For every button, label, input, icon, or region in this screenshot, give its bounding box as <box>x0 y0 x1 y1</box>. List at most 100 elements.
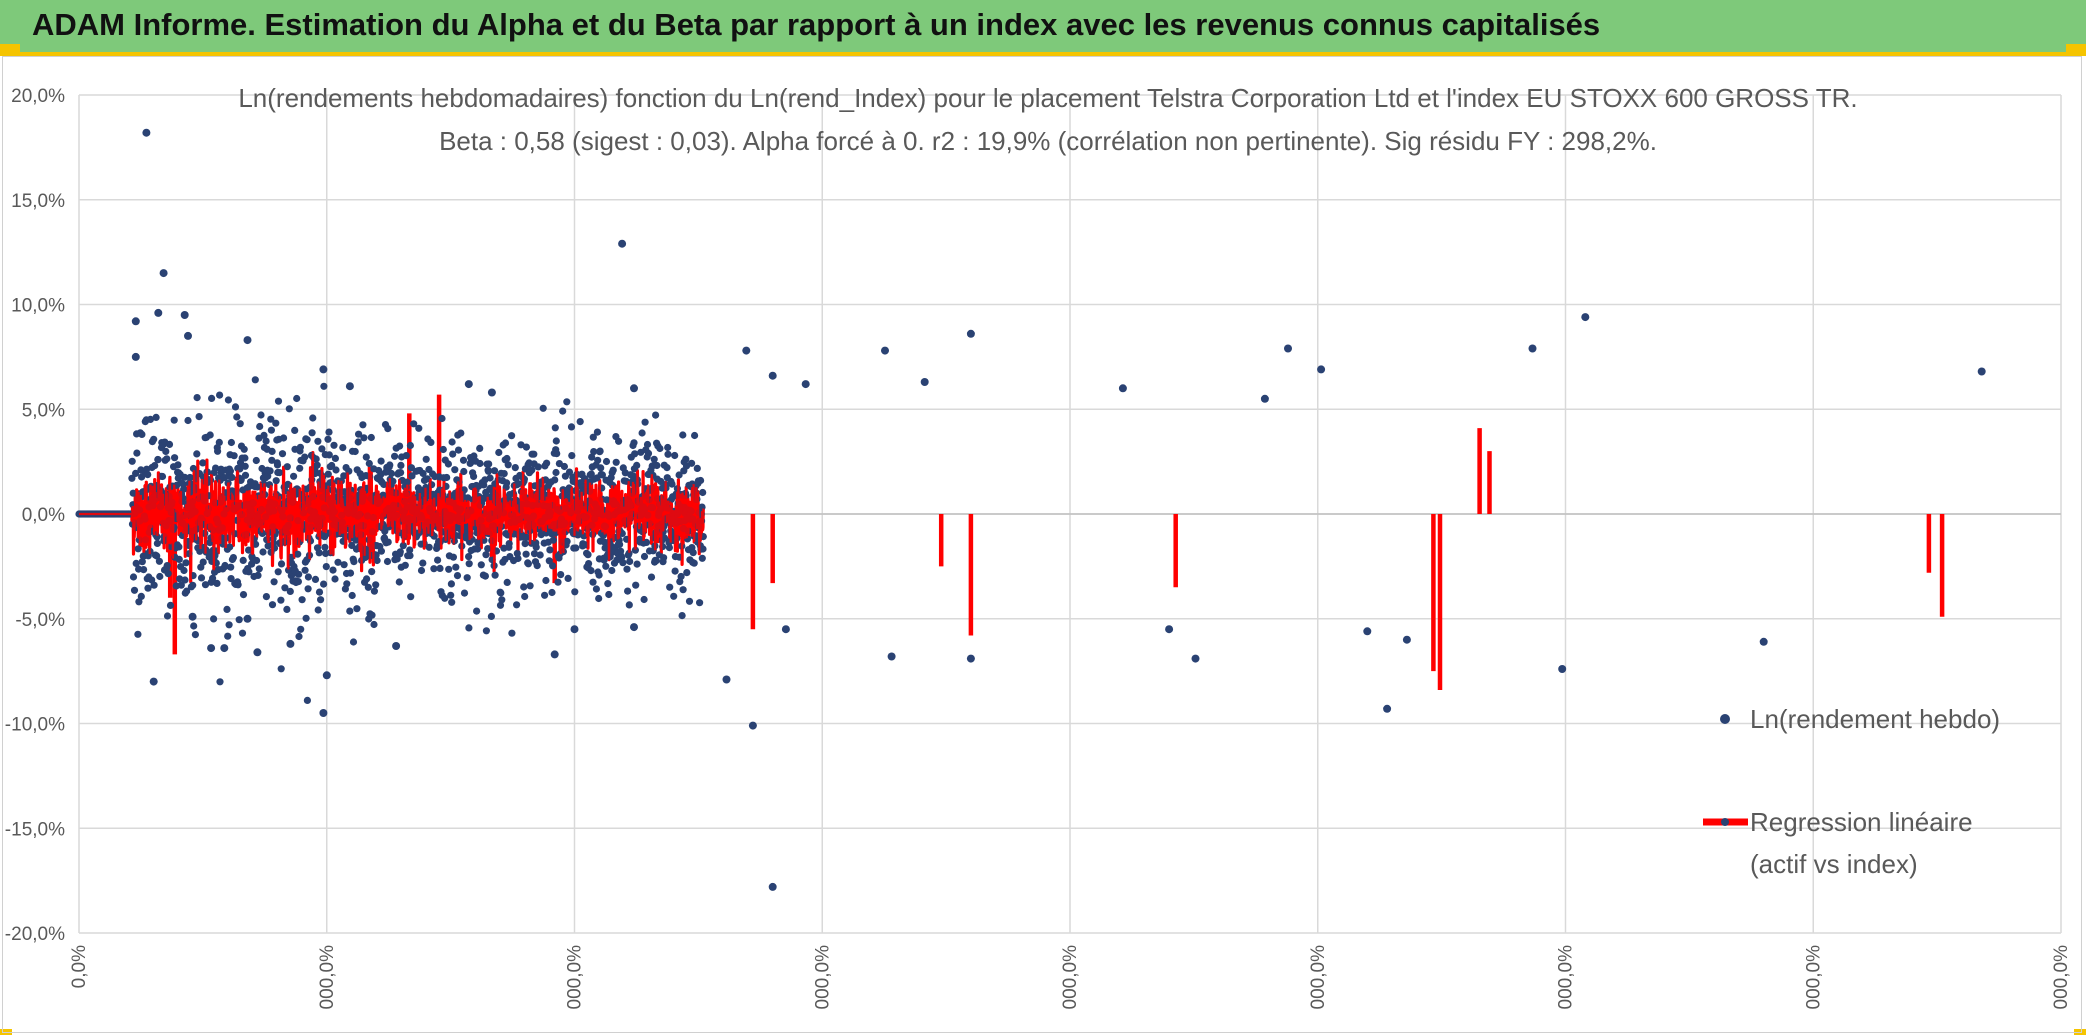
data-point <box>189 581 197 589</box>
data-point <box>252 456 260 465</box>
data-point <box>616 540 624 548</box>
data-point <box>513 601 521 609</box>
data-point-outlier <box>319 709 328 717</box>
data-point <box>240 445 248 453</box>
data-point <box>170 416 178 424</box>
data-point <box>522 550 530 558</box>
data-point <box>660 554 668 562</box>
data-point <box>156 572 164 581</box>
data-point <box>567 423 576 431</box>
data-point <box>224 396 232 404</box>
data-point <box>422 483 430 492</box>
data-point <box>334 558 342 566</box>
data-point <box>514 554 522 563</box>
data-point <box>354 438 362 446</box>
data-point-outlier <box>154 308 163 317</box>
data-point <box>584 551 592 559</box>
data-point <box>256 422 264 431</box>
data-point <box>315 588 324 596</box>
data-point <box>267 415 275 423</box>
report-title: ADAM Informe. Estimation du Alpha et du … <box>32 7 1601 42</box>
data-point <box>563 537 571 545</box>
data-point <box>619 559 627 567</box>
data-point <box>524 560 533 568</box>
data-point <box>181 576 189 584</box>
data-point-outlier <box>1759 637 1768 646</box>
data-point <box>691 431 699 440</box>
data-point <box>438 414 446 423</box>
data-point <box>503 479 511 487</box>
data-point <box>533 562 541 570</box>
data-point <box>447 580 455 588</box>
data-point <box>153 533 161 541</box>
data-point-outlier <box>220 644 229 653</box>
data-point <box>397 461 405 469</box>
data-point <box>259 548 267 556</box>
data-point <box>449 553 457 561</box>
data-point <box>626 557 634 566</box>
data-point <box>364 583 372 591</box>
data-point-outlier <box>243 614 252 623</box>
data-point <box>298 596 306 604</box>
data-point <box>696 599 704 607</box>
data-point <box>267 426 275 434</box>
data-point <box>362 453 370 461</box>
data-point <box>301 453 309 461</box>
data-point <box>486 474 494 482</box>
data-point-outlier <box>881 346 889 355</box>
data-point <box>365 459 373 468</box>
data-point <box>436 564 444 572</box>
data-point <box>602 457 611 466</box>
data-point <box>379 491 387 499</box>
data-point <box>564 574 572 583</box>
data-point <box>595 571 603 579</box>
data-point <box>402 452 410 460</box>
data-point <box>283 605 291 614</box>
data-point <box>457 429 465 437</box>
report-header: ADAM Informe. Estimation du Alpha et du … <box>0 0 2086 56</box>
data-point <box>593 428 602 436</box>
data-point <box>536 551 544 559</box>
data-point <box>208 394 216 402</box>
data-point <box>277 665 285 673</box>
data-point <box>348 591 356 600</box>
data-point <box>693 464 701 472</box>
data-point <box>410 420 418 428</box>
axes: 20,0% 15,0% 10,0% 5,0% 0,0% -5,0% -10,0% -15,0%… <box>5 86 2072 1009</box>
x-tick-label: 000,0% <box>317 945 338 1010</box>
data-point-outlier <box>131 352 140 361</box>
data-point-outlier <box>630 384 638 393</box>
data-point <box>445 565 453 573</box>
y-tick-label: 5,0% <box>22 400 65 421</box>
data-point <box>138 558 146 566</box>
data-point <box>384 538 392 546</box>
chart-title: Ln(rendements hebdomadaires) fonction du… <box>238 83 1857 113</box>
data-point <box>266 467 274 475</box>
data-point-outlier <box>159 269 168 278</box>
data-point <box>554 578 562 586</box>
data-point <box>484 467 492 475</box>
data-point <box>180 485 188 493</box>
data-point <box>688 459 696 467</box>
data-point <box>541 591 549 599</box>
data-point <box>481 572 489 580</box>
data-point <box>190 622 198 630</box>
data-point <box>350 558 358 566</box>
data-point <box>548 588 556 597</box>
data-point <box>415 424 423 432</box>
data-point-outlier <box>1284 344 1292 353</box>
data-point <box>470 472 478 480</box>
data-point <box>182 559 190 567</box>
data-point <box>401 561 409 569</box>
data-point <box>615 437 623 445</box>
data-point <box>552 468 560 477</box>
data-point <box>151 462 159 470</box>
data-point-outlier <box>1191 654 1200 663</box>
data-point <box>163 612 172 620</box>
data-point <box>230 452 238 460</box>
data-point-outlier <box>966 329 975 338</box>
x-tick-label: 000,0% <box>2051 945 2072 1010</box>
data-point <box>130 586 139 594</box>
data-point <box>460 589 469 597</box>
data-point <box>281 584 289 592</box>
